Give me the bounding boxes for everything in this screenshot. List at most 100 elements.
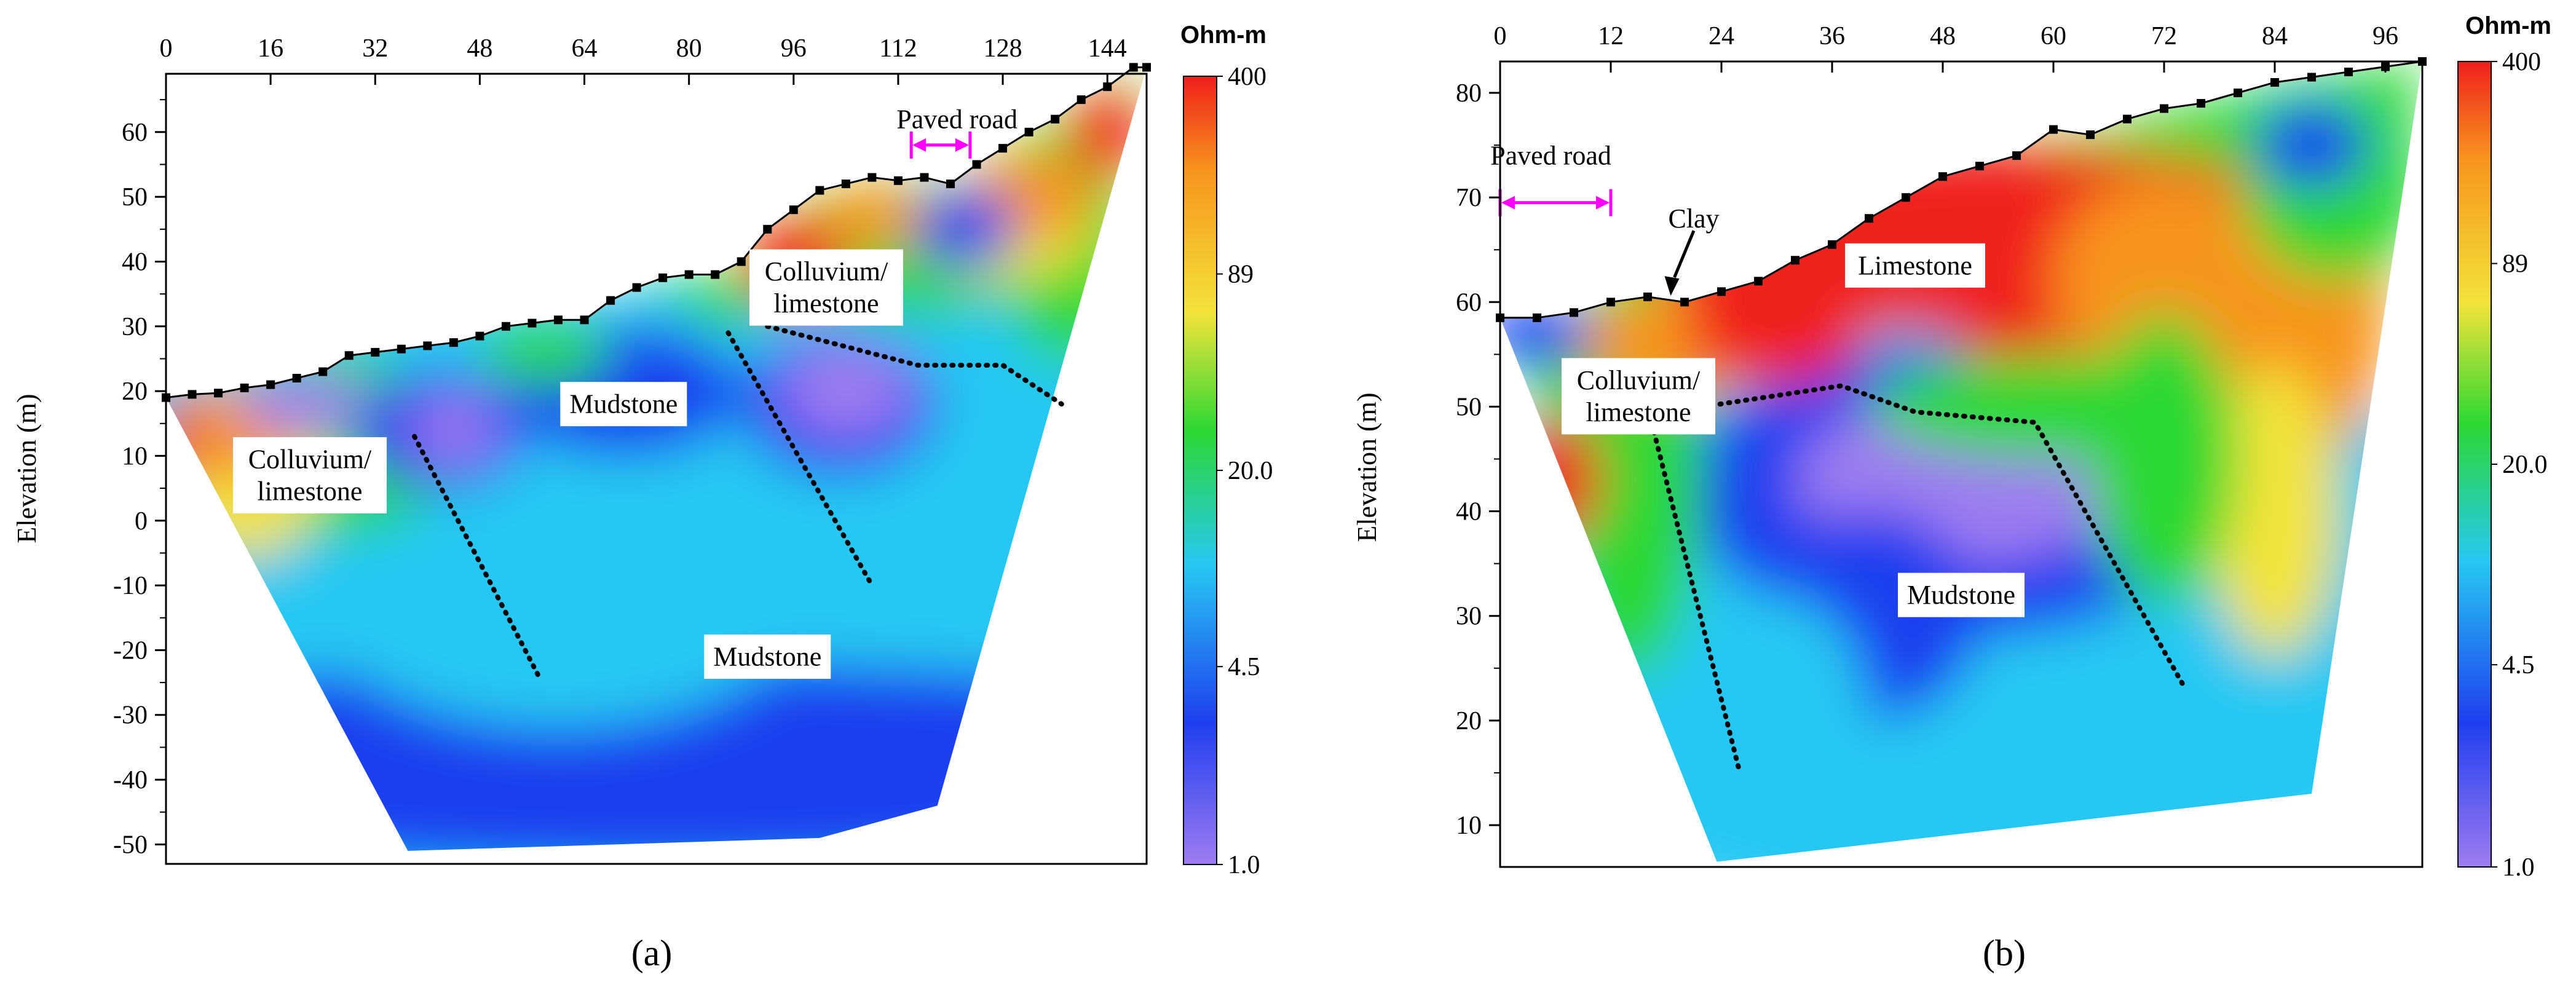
y-tick-label: 60 (1456, 288, 1482, 317)
electrode-marker (867, 173, 877, 182)
colorbar-a: Ohm-m 400 89 20.0 4.5 1.0 (1180, 22, 1273, 879)
electrode-marker (527, 318, 537, 328)
colorbar-tick-label: 4.5 (2502, 651, 2535, 679)
colorbar-tick-label: 1.0 (1228, 851, 1260, 879)
colorbar-tick-label: 20.0 (1228, 457, 1273, 485)
x-tick-label: 48 (1930, 22, 1956, 50)
annotation-box (232, 437, 387, 514)
x-tick-label: 12 (1598, 22, 1624, 50)
colorbar-tick-label: 89 (2502, 250, 2528, 279)
annotations-a: Colluvium/limestone Mudstone Colluvium/lim… (232, 104, 1017, 679)
electrode-marker (893, 176, 903, 185)
geologic-boundaries-b (1645, 383, 2185, 775)
x-tick-label: 128 (984, 34, 1022, 63)
electrode-marker (2307, 73, 2316, 82)
annotation-box (704, 634, 831, 679)
y-tick-label: 20 (122, 378, 148, 406)
y-tick-label: 10 (122, 442, 148, 470)
plot-frame-b (1499, 60, 2424, 868)
paved-road-marker-a (909, 131, 972, 159)
x-tick-label: 32 (362, 34, 388, 63)
electrode-marker (2123, 114, 2132, 124)
electrode-marker (1024, 127, 1033, 136)
annotation-box (1898, 572, 2025, 617)
electrode-marker (2012, 151, 2021, 160)
y-tick-label: -50 (113, 831, 148, 859)
x-tick-label: 0 (1494, 22, 1507, 50)
annotation-label: Limestone (1858, 250, 1972, 280)
section-b-image (1500, 61, 2422, 862)
electrode-marker (344, 351, 354, 360)
x-tick-label: 24 (1709, 22, 1734, 50)
electrode-marker (1791, 256, 1800, 265)
annotation-box (749, 249, 903, 326)
electrode-marker (998, 144, 1008, 153)
electrode-marker (711, 270, 720, 279)
electrode-marker (1828, 240, 1836, 249)
y-tick-label: -40 (113, 766, 148, 794)
annotation-label: Colluvium/ (248, 445, 372, 475)
electrode-marker (1643, 292, 1652, 301)
electrode-marker (972, 160, 981, 169)
x-tick-label: 0 (160, 34, 173, 63)
y-tick-label: 70 (1456, 184, 1482, 212)
electrode-marker (240, 383, 249, 392)
electrode-marker (1865, 214, 1873, 223)
electrode-marker (449, 338, 458, 347)
boundary-line (1701, 383, 2185, 687)
electrode-marker (2160, 104, 2168, 113)
panel-a: 0 16 32 48 64 80 96 112 128 144 60 50 40 30 20 10 0 -10 -… (12, 22, 1273, 973)
electrode-markers-a (162, 63, 1151, 402)
y-tick-label: 80 (1456, 79, 1482, 108)
electrode-marker (1975, 162, 1984, 171)
annotation-label: Paved road (896, 104, 1017, 134)
x-tick-label: 96 (781, 34, 807, 63)
electrode-marker (1570, 308, 1578, 317)
section-a-image (166, 67, 1147, 851)
electrode-marker (841, 180, 850, 189)
electrode-marker (1938, 172, 1947, 181)
y-tick-label: 30 (1456, 603, 1482, 631)
boundary-line (1645, 404, 1742, 775)
colorbar-unit-b: Ohm-m (2465, 12, 2551, 39)
surface-line-b (1500, 60, 2423, 319)
y-tick-label: 10 (1456, 812, 1482, 840)
electrode-marker (2234, 89, 2242, 98)
electrode-marker (1680, 298, 1689, 307)
x-tick-label: 16 (258, 34, 283, 63)
electrode-marker (397, 344, 406, 354)
annotation-label: Mudstone (569, 389, 678, 419)
electrode-marker (632, 283, 641, 292)
electrode-marker (475, 331, 484, 341)
y-tick-label: 40 (1456, 498, 1482, 526)
y-axis-title-a: Elevation (m) (12, 394, 42, 543)
electrode-marker (2049, 125, 2058, 134)
x-tick-label: 84 (2262, 22, 2288, 50)
colorbar-tick-label: 4.5 (1228, 653, 1260, 681)
geologic-boundaries-a (412, 323, 1064, 679)
caption-a: (a) (631, 933, 673, 973)
colorbar-tick-label: 400 (1228, 63, 1266, 91)
colorbar-b: Ohm-m 400 89 20.0 4.5 1.0 (2457, 12, 2551, 882)
electrode-marker (1606, 298, 1615, 307)
x-tick-label: 80 (676, 34, 702, 63)
y-tick-label: 50 (1456, 393, 1482, 421)
electrode-marker (1129, 63, 1138, 72)
y-axis-a: 60 50 40 30 20 10 0 -10 -20 -30 -40 -50 (113, 99, 166, 859)
electrode-marker (2344, 68, 2353, 77)
electrode-marker (684, 270, 693, 279)
caption-b: (b) (1983, 933, 2026, 973)
y-tick-label: -20 (113, 636, 148, 665)
electrode-marker (318, 367, 328, 376)
y-tick-label: 20 (1456, 707, 1482, 735)
electrode-marker (946, 180, 955, 189)
annotation-label: Paved road (1490, 141, 1611, 171)
electrode-marker (658, 273, 668, 282)
plot-frame-a (165, 73, 1148, 865)
colorbar-tick-label: 400 (2502, 48, 2541, 76)
y-tick-label: 40 (122, 248, 148, 276)
x-axis-b: 0 12 24 36 48 60 72 84 96 (1494, 22, 2398, 73)
electrode-marker (371, 347, 380, 357)
electrode-marker (1754, 277, 1763, 286)
electrode-marker (580, 315, 589, 325)
